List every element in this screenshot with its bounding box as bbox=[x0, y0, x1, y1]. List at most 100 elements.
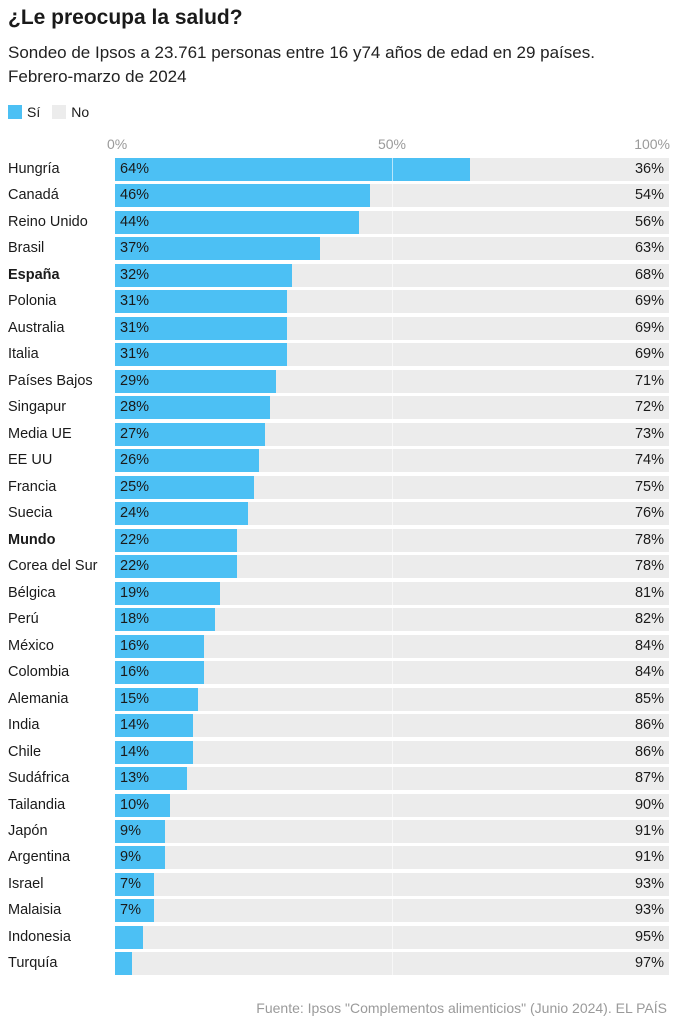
category-label: Indonesia bbox=[8, 928, 71, 945]
value-label-no: 69% bbox=[634, 293, 664, 310]
bar-si bbox=[115, 925, 143, 949]
category-label: Alemania bbox=[8, 690, 69, 707]
bar-si bbox=[115, 158, 470, 181]
value-label-no: 56% bbox=[634, 213, 664, 230]
bar-row: Japón 9% 91% bbox=[0, 820, 675, 844]
bar-si bbox=[115, 449, 260, 473]
value-label-si: 15% bbox=[120, 690, 150, 707]
bar-si bbox=[115, 210, 359, 234]
bar-row: Canadá 46% 54% bbox=[0, 184, 675, 208]
bar-si bbox=[115, 263, 293, 287]
bar-row: Brasil 37% 63% bbox=[0, 237, 675, 261]
value-label-si: 16% bbox=[120, 637, 150, 654]
category-label: Sudáfrica bbox=[8, 770, 70, 787]
x-tick-label: 100% bbox=[634, 136, 670, 152]
category-label: Colombia bbox=[8, 664, 70, 681]
bar-row: Indonesia 95% bbox=[0, 925, 675, 950]
bar-si bbox=[115, 952, 132, 976]
value-label-si: 28% bbox=[120, 399, 150, 416]
bar-si bbox=[115, 581, 221, 605]
bar-si bbox=[115, 661, 204, 685]
value-label-si: 32% bbox=[120, 266, 150, 283]
legend-label-si: Sí bbox=[27, 104, 41, 120]
bar-si bbox=[115, 316, 287, 340]
bar-si bbox=[115, 502, 248, 526]
category-label: España bbox=[8, 266, 60, 283]
bar-row: Argentina 9% 91% bbox=[0, 846, 675, 870]
value-label-no: 74% bbox=[634, 452, 664, 469]
bar-si bbox=[115, 396, 271, 420]
category-label: Reino Unido bbox=[8, 213, 88, 230]
bar-si bbox=[115, 634, 204, 658]
bar-row: Singapur 28% 72% bbox=[0, 396, 675, 420]
category-label: Polonia bbox=[8, 293, 57, 310]
bar-si bbox=[115, 740, 193, 764]
x-tick-label: 0% bbox=[107, 136, 128, 152]
bar-row: Suecia 24% 76% bbox=[0, 502, 675, 526]
value-label-si: 26% bbox=[120, 452, 150, 469]
legend-label-no: No bbox=[71, 104, 90, 120]
value-label-no: 69% bbox=[634, 319, 664, 336]
bar-si bbox=[115, 290, 287, 314]
value-label-si: 44% bbox=[120, 213, 150, 230]
category-label: Argentina bbox=[8, 849, 71, 866]
bar-si bbox=[115, 714, 193, 738]
value-label-no: 78% bbox=[634, 531, 664, 548]
category-label: India bbox=[8, 717, 40, 734]
value-label-no: 84% bbox=[634, 637, 664, 654]
category-label: Australia bbox=[8, 319, 65, 336]
category-label: Suecia bbox=[8, 505, 53, 522]
category-label: Malaisia bbox=[8, 902, 62, 919]
bar-si bbox=[115, 820, 165, 843]
category-label: Brasil bbox=[8, 240, 45, 257]
bar-row: Media UE 27% 73% bbox=[0, 422, 675, 447]
category-label: Canadá bbox=[8, 187, 59, 204]
category-label: Bélgica bbox=[8, 584, 56, 601]
category-label: Mundo bbox=[8, 531, 56, 548]
bar-si bbox=[115, 528, 237, 552]
value-label-no: 84% bbox=[634, 664, 664, 681]
value-label-no: 36% bbox=[634, 161, 664, 177]
bar-row: Australia 31% 69% bbox=[0, 316, 675, 341]
category-label: Israel bbox=[8, 875, 44, 892]
category-label: Japón bbox=[8, 823, 48, 839]
value-label-no: 72% bbox=[634, 399, 664, 416]
value-label-si: 22% bbox=[120, 558, 150, 575]
value-label-no: 78% bbox=[634, 558, 664, 575]
value-label-no: 90% bbox=[634, 796, 664, 813]
legend-swatch-si bbox=[8, 105, 22, 119]
value-label-si: 14% bbox=[120, 717, 150, 734]
bar-si bbox=[115, 237, 320, 261]
value-label-no: 97% bbox=[634, 955, 664, 972]
gridline-50 bbox=[392, 158, 393, 978]
bar-row: Chile 14% 86% bbox=[0, 740, 675, 765]
bar-row: EE UU 26% 74% bbox=[0, 449, 675, 473]
value-label-si: 46% bbox=[120, 187, 150, 204]
bar-si bbox=[115, 872, 154, 896]
value-label-no: 93% bbox=[634, 902, 664, 919]
value-label-si: 31% bbox=[120, 319, 150, 336]
bar-si bbox=[115, 687, 199, 711]
category-label: Italia bbox=[8, 346, 39, 363]
legend-item-si: Sí bbox=[8, 104, 40, 120]
value-label-si: 24% bbox=[120, 505, 150, 522]
value-label-no: 86% bbox=[634, 717, 664, 734]
category-label: Francia bbox=[8, 478, 57, 495]
legend: Sí No bbox=[8, 104, 101, 120]
bar-row: Israel 7% 93% bbox=[0, 872, 675, 897]
value-label-si: 16% bbox=[120, 664, 150, 681]
value-label-si: 22% bbox=[120, 531, 150, 548]
category-label: Media UE bbox=[8, 425, 72, 442]
value-label-no: 86% bbox=[634, 743, 664, 760]
x-tick-label: 50% bbox=[377, 136, 407, 152]
bar-row: Colombia 16% 84% bbox=[0, 661, 675, 685]
value-label-no: 68% bbox=[634, 266, 664, 283]
bar-row: Malaisia 7% 93% bbox=[0, 899, 675, 923]
bar-row: Reino Unido 44% 56% bbox=[0, 210, 675, 235]
value-label-no: 82% bbox=[634, 611, 664, 628]
bar-row: Turquía 97% bbox=[0, 952, 675, 976]
bar-si bbox=[115, 555, 237, 579]
value-label-no: 81% bbox=[634, 584, 664, 601]
legend-item-no: No bbox=[52, 104, 89, 120]
value-label-si: 9% bbox=[120, 849, 141, 866]
